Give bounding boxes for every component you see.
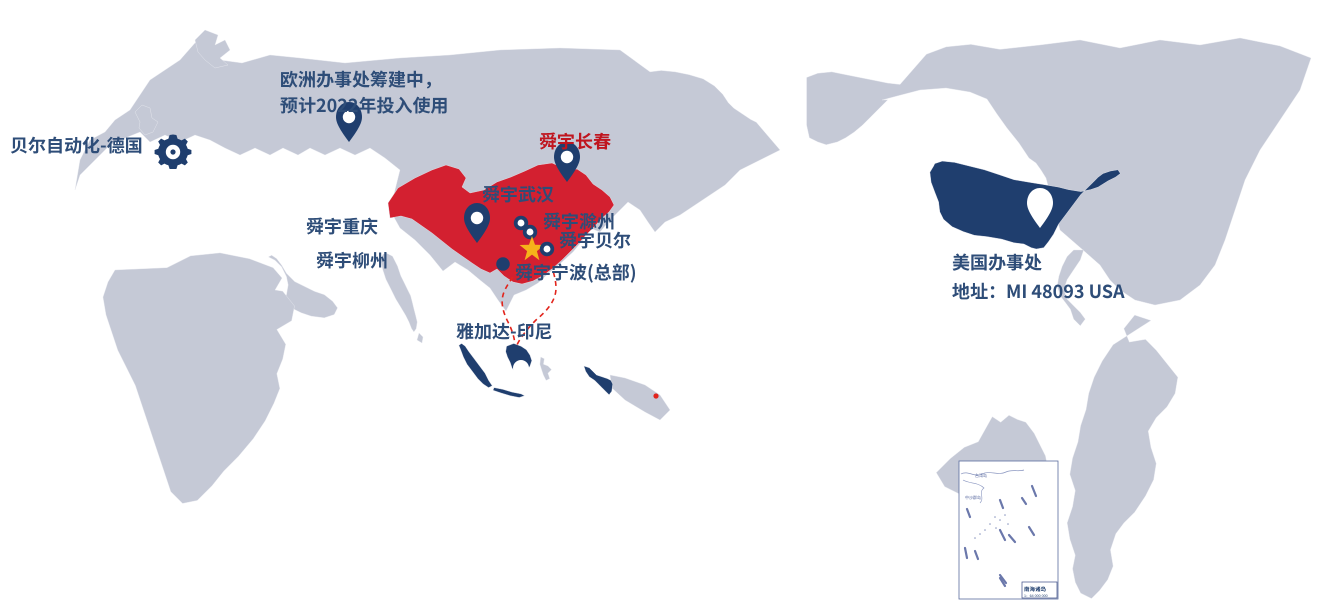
svg-text:地址：MI 48093 USA: 地址：MI 48093 USA [952,278,1125,304]
svg-text:贝尔自动化-德国: 贝尔自动化-德国 [10,132,143,158]
svg-text:舜宇武汉: 舜宇武汉 [482,181,554,207]
svg-text:舜宇长春: 舜宇长春 [539,128,611,154]
svg-text:雅加达-印尼: 雅加达-印尼 [456,318,553,344]
svg-text:南海诸岛: 南海诸岛 [1024,585,1047,593]
svg-text:舜宇宁波(总部): 舜宇宁波(总部) [515,259,637,285]
svg-text:舜宇重庆: 舜宇重庆 [306,213,378,239]
svg-text:舜宇柳州: 舜宇柳州 [316,247,388,273]
svg-text:美国办事处: 美国办事处 [952,249,1042,275]
svg-text:欧洲办事处筹建中，: 欧洲办事处筹建中， [280,66,442,92]
svg-text:1：64 000 000: 1：64 000 000 [1024,594,1048,598]
svg-text:中沙群岛: 中沙群岛 [965,494,981,500]
svg-text:舜宇贝尔: 舜宇贝尔 [559,227,631,253]
svg-text:预计2022年投入使用: 预计2022年投入使用 [280,92,448,118]
svg-text:台湾岛: 台湾岛 [975,472,987,478]
